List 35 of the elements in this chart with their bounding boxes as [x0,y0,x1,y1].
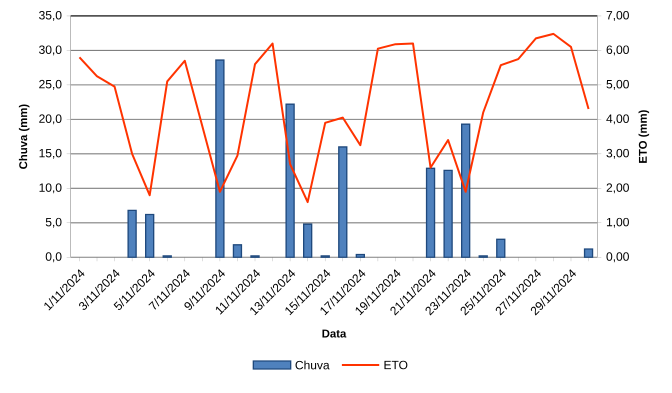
y-tick-label: 10,0 [40,183,62,194]
bar [127,210,137,258]
y-tick-label: 0,0 [46,252,62,262]
legend-label: Chuva [296,360,330,370]
y2-tick-label: 2,00 [606,183,629,194]
bar [496,238,506,258]
y2-tick-label: 1,00 [606,218,629,228]
y2-tick-label: 6,00 [606,45,629,56]
bar [584,248,594,258]
y2-tick-label: 4,00 [606,114,629,124]
y2-tick-label: 0,00 [606,252,629,262]
y2-tick-label: 7,00 [606,10,629,21]
line-series [78,32,590,204]
y-tick-label: 35,0 [39,10,62,21]
bar [285,104,295,258]
bar [460,124,470,258]
bar [232,244,242,258]
bar [356,254,365,258]
y-axis-title: Chuva (mm) [18,104,30,169]
bar [426,168,436,258]
y2-axis-title: ETO (mm) [638,110,650,163]
y-tick-label: 20,0 [39,114,62,124]
bar [215,59,225,258]
y2-tick-label: 5,00 [606,80,629,90]
y-tick-label: 15,0 [40,148,62,159]
y2-tick-label: 3,00 [606,148,629,159]
y-tick-label: 25,0 [39,80,62,90]
bar [303,223,312,258]
bar [338,146,348,258]
bar [443,170,453,258]
legend-label: ETO [384,360,408,370]
bar [145,214,154,258]
y-tick-label: 30,0 [39,45,62,56]
x-axis-title: Data [322,330,346,338]
y-tick-label: 5,0 [46,218,62,228]
